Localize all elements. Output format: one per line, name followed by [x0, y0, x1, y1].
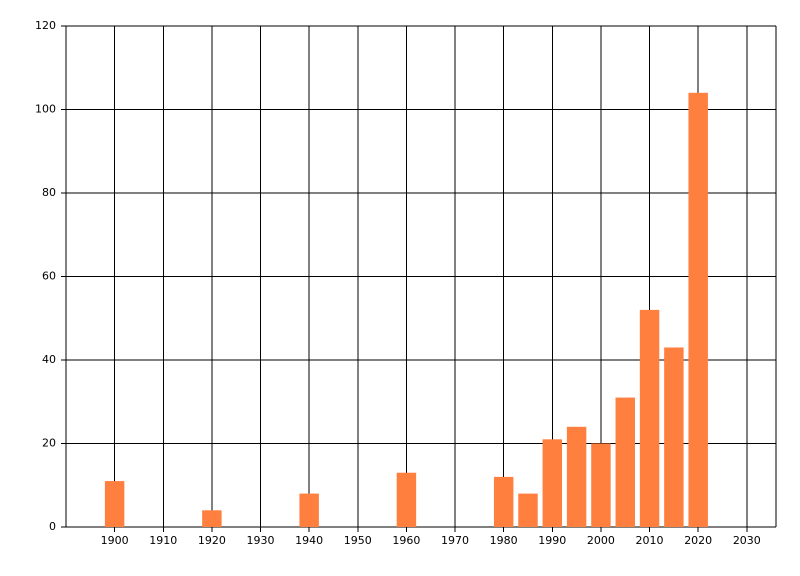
- x-tick-label: 2000: [587, 534, 615, 547]
- bar: [542, 439, 563, 527]
- bar: [104, 481, 125, 527]
- x-tick-label: 1910: [149, 534, 177, 547]
- bar: [615, 397, 635, 527]
- bar: [299, 493, 319, 527]
- bar: [518, 493, 538, 527]
- y-tick-label: 60: [42, 270, 56, 283]
- x-tick-label: 1920: [198, 534, 226, 547]
- x-tick-label: 1970: [441, 534, 469, 547]
- bar: [664, 347, 684, 527]
- y-tick-label: 80: [42, 186, 56, 199]
- y-tick-label: 20: [42, 437, 56, 450]
- x-tick-label: 2030: [733, 534, 761, 547]
- bar: [591, 443, 611, 527]
- bar: [202, 510, 222, 527]
- x-tick-label: 1960: [392, 534, 420, 547]
- bar: [566, 426, 587, 527]
- y-tick-label: 0: [49, 520, 56, 533]
- x-tick-label: 2020: [684, 534, 712, 547]
- x-tick-label: 1990: [538, 534, 566, 547]
- y-tick-label: 120: [35, 19, 56, 32]
- bar: [688, 92, 708, 528]
- x-tick-label: 1930: [247, 534, 275, 547]
- x-tick-label: 1980: [490, 534, 518, 547]
- bar: [493, 476, 514, 527]
- bar: [639, 309, 660, 527]
- x-tick-label: 1900: [101, 534, 129, 547]
- x-tick-label: 1950: [344, 534, 372, 547]
- y-tick-label: 40: [42, 353, 56, 366]
- bar: [396, 472, 417, 527]
- x-tick-label: 1940: [295, 534, 323, 547]
- y-tick-label: 100: [35, 103, 56, 116]
- x-tick-label: 2010: [636, 534, 664, 547]
